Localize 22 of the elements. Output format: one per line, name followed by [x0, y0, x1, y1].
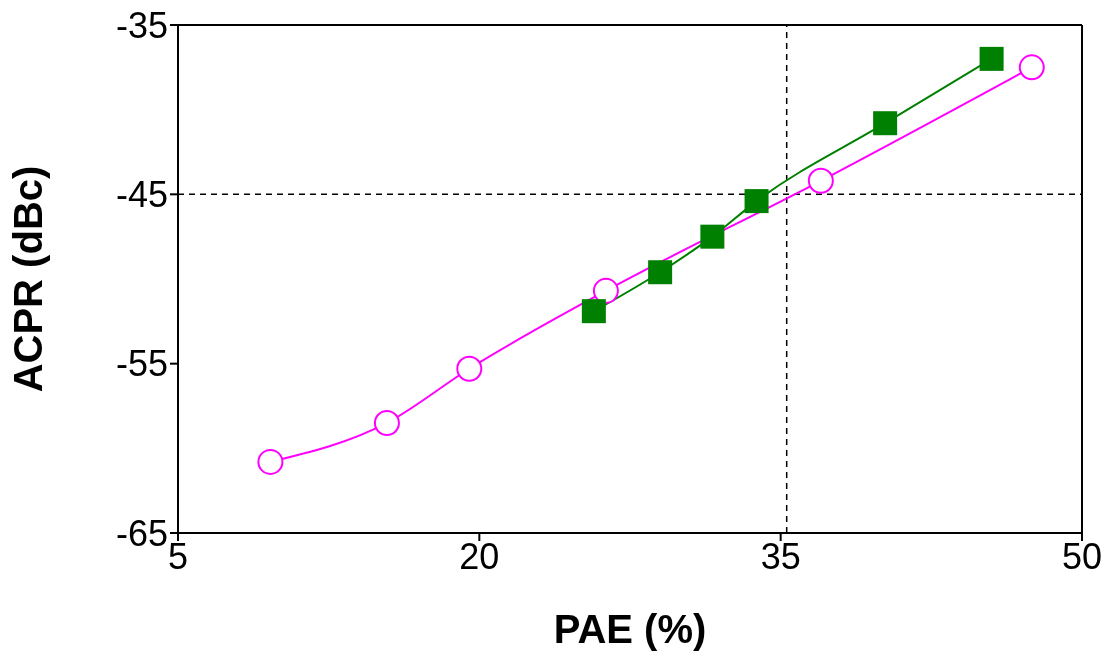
point	[700, 224, 725, 249]
point	[1018, 54, 1045, 81]
x-axis-title: PAE (%)	[553, 607, 707, 651]
x-tick-label: 5	[167, 535, 189, 577]
y-tick-label: -35	[115, 4, 168, 46]
x-tick-label: 20	[459, 535, 500, 577]
point	[373, 409, 400, 436]
point	[456, 355, 483, 382]
y-tick-label: -65	[115, 512, 168, 554]
y-tick-label: -55	[115, 343, 168, 385]
point	[581, 299, 606, 324]
point	[873, 111, 898, 136]
point	[257, 448, 284, 475]
y-tick-label: -45	[115, 174, 168, 216]
y-axis-title: ACPR (dBc)	[6, 165, 51, 393]
x-tick-label: 35	[760, 535, 801, 577]
point	[592, 277, 619, 304]
x-tick-label: 50	[1061, 535, 1103, 577]
point	[979, 46, 1004, 71]
point	[807, 167, 834, 194]
point	[744, 189, 769, 214]
point	[648, 260, 673, 285]
